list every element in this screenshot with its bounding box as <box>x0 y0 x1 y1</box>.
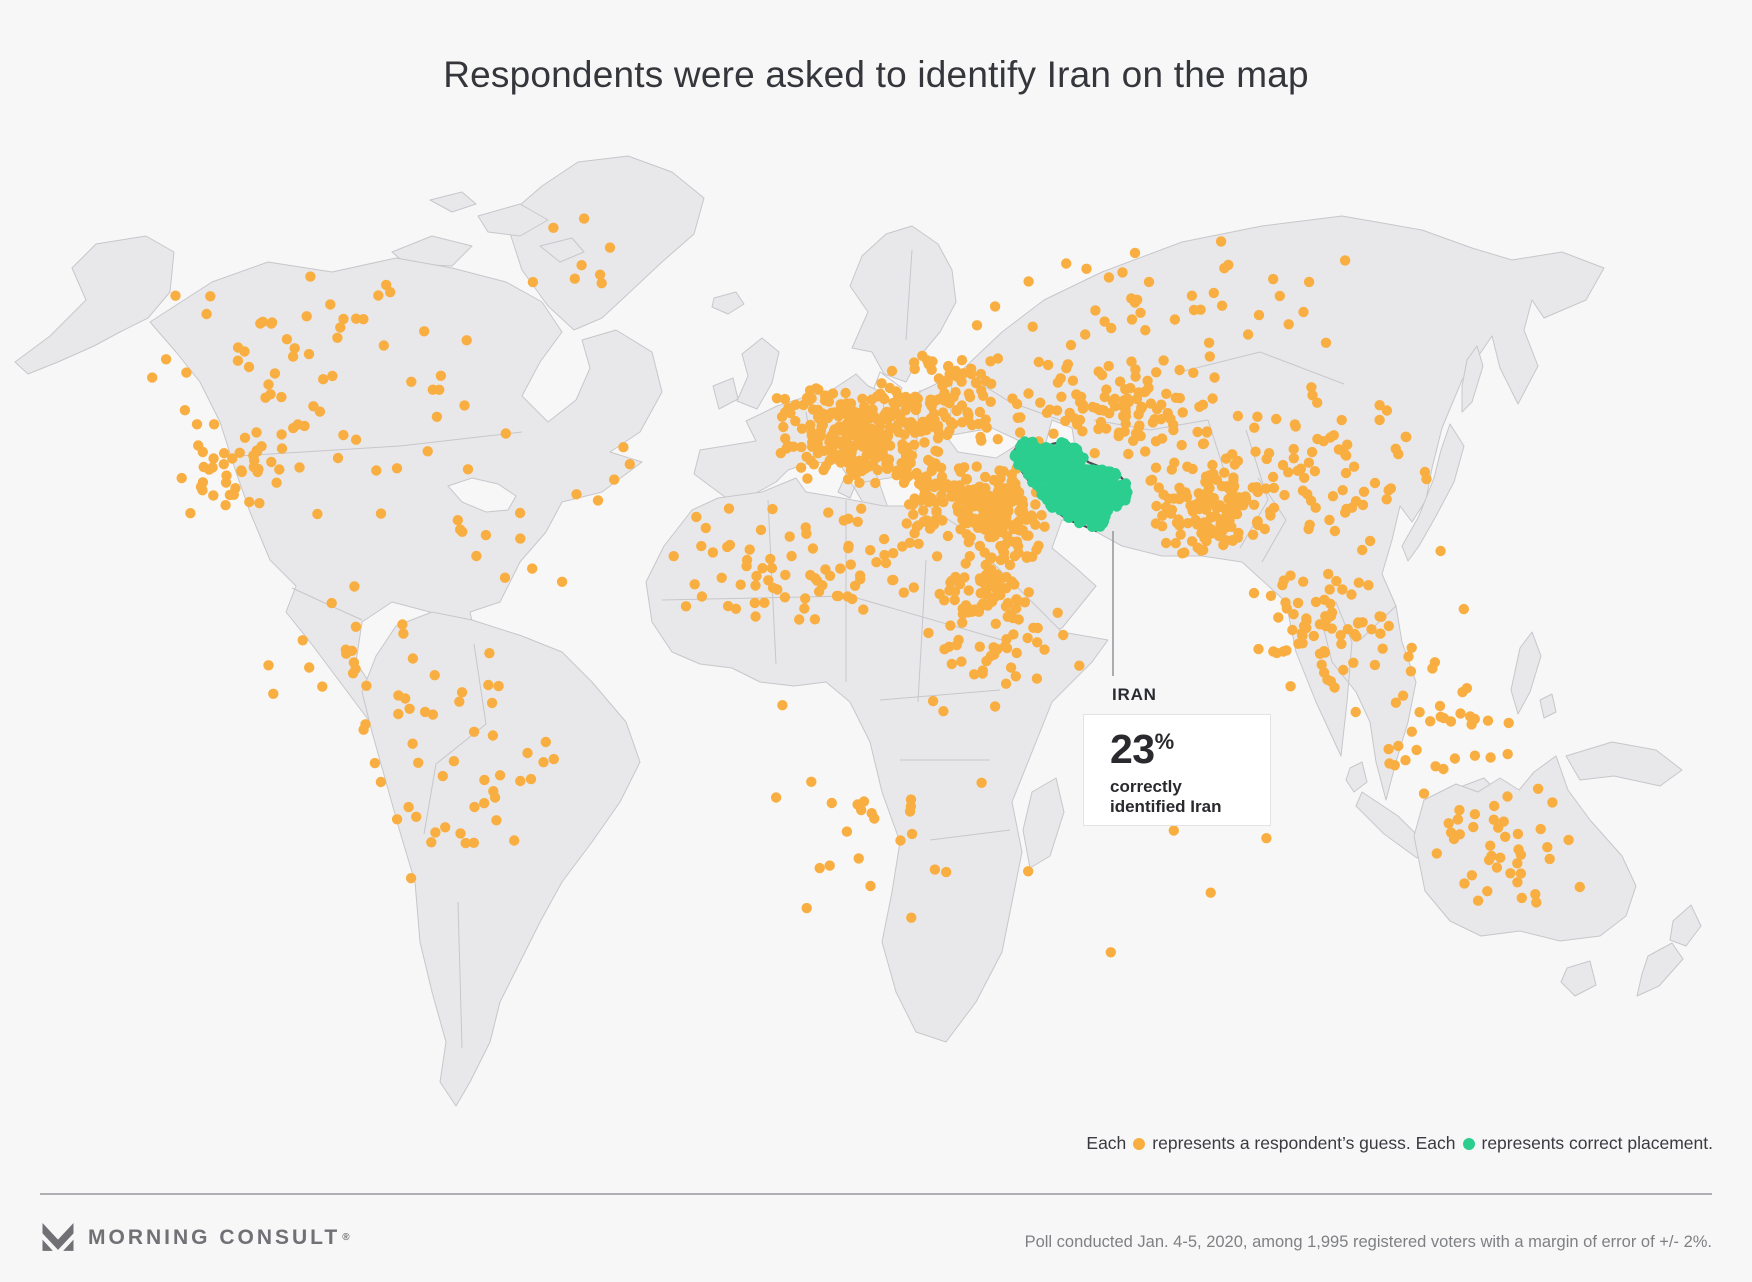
landmass-greenland <box>504 155 705 331</box>
morning-consult-logo-icon <box>42 1223 74 1251</box>
great-lakes <box>447 477 517 513</box>
legend-text-guess: represents a respondent’s guess. Each <box>1152 1133 1456 1153</box>
callout-value: 23 <box>1110 726 1155 772</box>
registered-mark: ® <box>342 1232 350 1243</box>
source-note: Poll conducted Jan. 4-5, 2020, among 1,9… <box>1024 1233 1712 1251</box>
callout-box: 23% correctly identified Iran <box>1083 714 1271 826</box>
callout-unit: % <box>1154 729 1175 754</box>
landmass-madagascar <box>1022 777 1065 869</box>
landmass-new-guinea <box>1565 741 1683 787</box>
page-title: Respondents were asked to identify Iran … <box>443 54 1309 95</box>
legend: Each represents a respondent’s guess. Eac… <box>1086 1133 1713 1154</box>
continents <box>14 155 1702 1107</box>
landmass-australia <box>1413 755 1637 942</box>
guess-dot-icon <box>1133 1138 1146 1150</box>
callout-description: correctly identified Iran <box>1110 777 1222 817</box>
brand-name: MORNING CONSULT <box>88 1225 341 1249</box>
landmass-new-zealand <box>1669 904 1702 947</box>
callout-value-row: 23% <box>1110 729 1270 770</box>
landmass-africa <box>645 477 1109 1043</box>
landmass-scandinavia <box>849 225 957 383</box>
legend-text-each-guess: Each <box>1086 1133 1127 1153</box>
correct-dot-icon <box>1462 1138 1475 1150</box>
landmass-north-america <box>149 257 663 768</box>
guess-dots-layer <box>147 213 1586 958</box>
landmass-japan <box>1401 423 1465 562</box>
landmass-alaska <box>14 235 175 375</box>
footer-brand: MORNING CONSULT ® <box>40 1222 350 1253</box>
landmass-iceland <box>711 291 745 315</box>
correct-dots-layer <box>1009 436 1133 532</box>
legend-text-correct: represents correct placement. <box>1481 1133 1714 1153</box>
footer-separator <box>40 1193 1712 1195</box>
landmass-south-america <box>361 611 641 1107</box>
iran-label: IRAN <box>1112 685 1157 704</box>
